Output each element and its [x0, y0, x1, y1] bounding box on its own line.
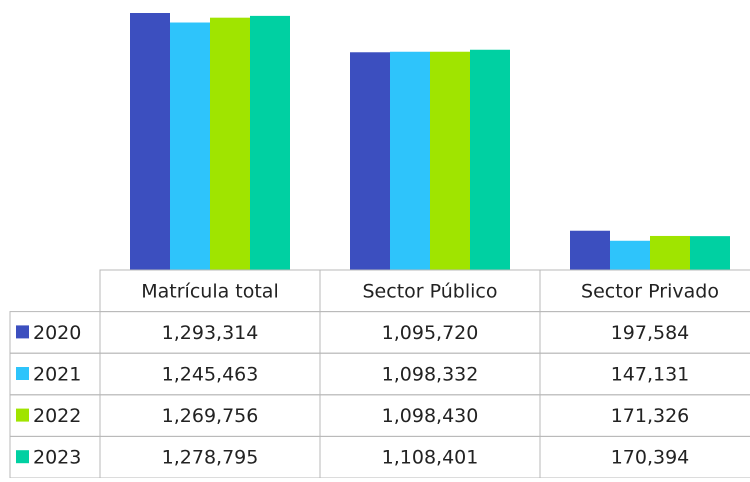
bar: [610, 240, 650, 270]
bar: [430, 51, 470, 270]
bar: [570, 230, 610, 270]
legend-swatch: [16, 408, 29, 422]
category-label: Matrícula total: [141, 280, 278, 302]
value-label: 170,394: [611, 447, 690, 469]
value-label: 1,278,795: [162, 447, 259, 469]
bar: [350, 52, 390, 270]
bar: [650, 235, 690, 270]
legend-label: 2020: [33, 322, 81, 344]
bar: [170, 22, 210, 270]
legend-swatch: [16, 325, 29, 339]
legend-swatch: [16, 450, 29, 464]
value-label: 1,269,756: [162, 405, 259, 427]
bar: [210, 17, 250, 271]
value-label: 1,108,401: [382, 447, 479, 469]
legend-label: 2022: [33, 405, 81, 427]
bar: [690, 236, 730, 270]
value-label: 171,326: [611, 405, 690, 427]
value-label: 1,095,720: [382, 322, 479, 344]
value-label: 197,584: [611, 322, 690, 344]
value-label: 1,098,332: [382, 364, 479, 386]
value-label: 1,293,314: [162, 322, 259, 344]
legend-label: 2023: [33, 447, 81, 469]
category-label: Sector Público: [363, 280, 498, 302]
category-label: Sector Privado: [581, 280, 719, 302]
bar: [130, 13, 170, 270]
legend-label: 2021: [33, 364, 81, 386]
legend-swatch: [16, 367, 29, 380]
value-label: 147,131: [611, 364, 690, 386]
value-label: 1,098,430: [382, 405, 479, 427]
value-label: 1,245,463: [162, 364, 259, 386]
bar: [470, 49, 510, 270]
bar: [390, 51, 430, 270]
bar: [250, 15, 290, 271]
